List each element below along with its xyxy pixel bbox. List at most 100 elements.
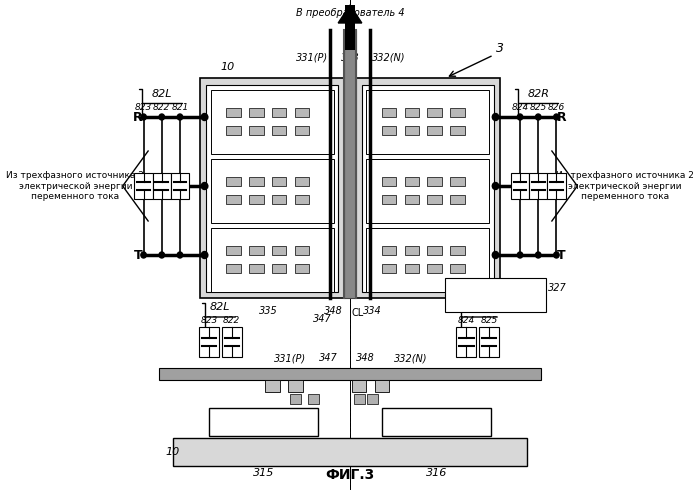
Bar	[295, 264, 309, 272]
Bar	[272, 264, 286, 272]
Text: 82R: 82R	[466, 302, 489, 312]
Text: 312: 312	[380, 100, 401, 110]
Text: 824: 824	[458, 316, 475, 325]
Text: 822: 822	[153, 103, 170, 112]
Bar	[272, 107, 286, 117]
Circle shape	[159, 114, 164, 120]
Bar	[511, 173, 529, 199]
Circle shape	[202, 114, 208, 121]
Text: 334: 334	[363, 306, 382, 316]
Bar	[366, 90, 489, 154]
Bar	[295, 176, 309, 186]
Text: 315: 315	[253, 468, 274, 478]
Circle shape	[536, 114, 541, 120]
Circle shape	[177, 252, 183, 258]
Text: 826: 826	[548, 103, 565, 112]
Text: T: T	[134, 248, 143, 262]
Bar	[405, 264, 419, 272]
Bar	[344, 30, 356, 298]
Text: 332(N): 332(N)	[393, 353, 427, 363]
Text: 3: 3	[496, 42, 503, 54]
Bar	[427, 264, 442, 272]
Text: 314: 314	[380, 169, 401, 179]
Text: S: S	[134, 179, 143, 193]
Text: 315: 315	[225, 238, 246, 248]
Text: 822: 822	[223, 316, 240, 325]
Text: 313: 313	[225, 169, 246, 179]
Circle shape	[536, 252, 541, 258]
Bar	[200, 78, 500, 298]
Text: 82R: 82R	[527, 89, 550, 99]
Text: 348: 348	[356, 353, 375, 363]
Circle shape	[159, 252, 164, 258]
Bar	[450, 264, 465, 272]
Bar	[153, 173, 171, 199]
Text: 347: 347	[314, 314, 332, 324]
Bar	[450, 245, 465, 254]
Text: В преобразователь 4: В преобразователь 4	[295, 8, 405, 18]
Circle shape	[202, 182, 208, 190]
Text: 82L: 82L	[210, 302, 230, 312]
Bar	[374, 380, 389, 392]
Bar	[405, 245, 419, 254]
Bar	[445, 278, 545, 312]
Circle shape	[492, 251, 498, 259]
Bar	[382, 107, 396, 117]
Bar	[456, 327, 477, 357]
Bar	[352, 380, 366, 392]
Bar	[450, 107, 465, 117]
Text: 825: 825	[480, 316, 498, 325]
Bar	[159, 368, 541, 380]
Bar	[362, 85, 494, 292]
Bar	[226, 195, 241, 203]
Bar	[211, 159, 334, 223]
Bar	[354, 394, 365, 404]
Text: CL: CL	[352, 308, 364, 318]
Bar	[382, 176, 396, 186]
Bar	[211, 90, 334, 154]
Bar	[249, 176, 264, 186]
Circle shape	[141, 114, 146, 120]
Bar	[134, 173, 153, 199]
Circle shape	[517, 114, 523, 120]
Bar	[272, 176, 286, 186]
Bar	[366, 228, 489, 292]
Bar	[265, 380, 280, 392]
Bar	[405, 195, 419, 203]
Bar	[272, 125, 286, 134]
Bar	[226, 125, 241, 134]
Bar	[290, 394, 301, 404]
Text: 327: 327	[548, 283, 567, 293]
Bar	[173, 438, 527, 466]
Bar	[547, 173, 566, 199]
Bar	[226, 264, 241, 272]
Bar	[249, 245, 264, 254]
Text: 333: 333	[341, 53, 359, 63]
Text: T: T	[557, 248, 566, 262]
Polygon shape	[338, 5, 362, 23]
Text: 335: 335	[259, 306, 277, 316]
Bar	[427, 245, 442, 254]
Bar	[450, 195, 465, 203]
Bar	[272, 195, 286, 203]
Text: 82L: 82L	[151, 89, 172, 99]
Bar	[295, 245, 309, 254]
Text: 10: 10	[220, 62, 235, 72]
Bar	[295, 107, 309, 117]
Text: Демпфирующий: Демпфирующий	[456, 284, 535, 293]
Text: 316: 316	[380, 238, 401, 248]
Text: 821: 821	[172, 103, 188, 112]
Bar	[295, 125, 309, 134]
Circle shape	[554, 114, 559, 120]
Bar	[427, 107, 442, 117]
Text: конденсатор: конденсатор	[465, 297, 526, 307]
Text: R: R	[133, 111, 143, 123]
Bar	[382, 195, 396, 203]
Bar	[295, 195, 309, 203]
Text: 10: 10	[166, 447, 180, 457]
Bar	[479, 327, 499, 357]
Bar	[288, 380, 302, 392]
Text: 348: 348	[324, 306, 343, 316]
Bar	[405, 107, 419, 117]
Bar	[427, 125, 442, 134]
